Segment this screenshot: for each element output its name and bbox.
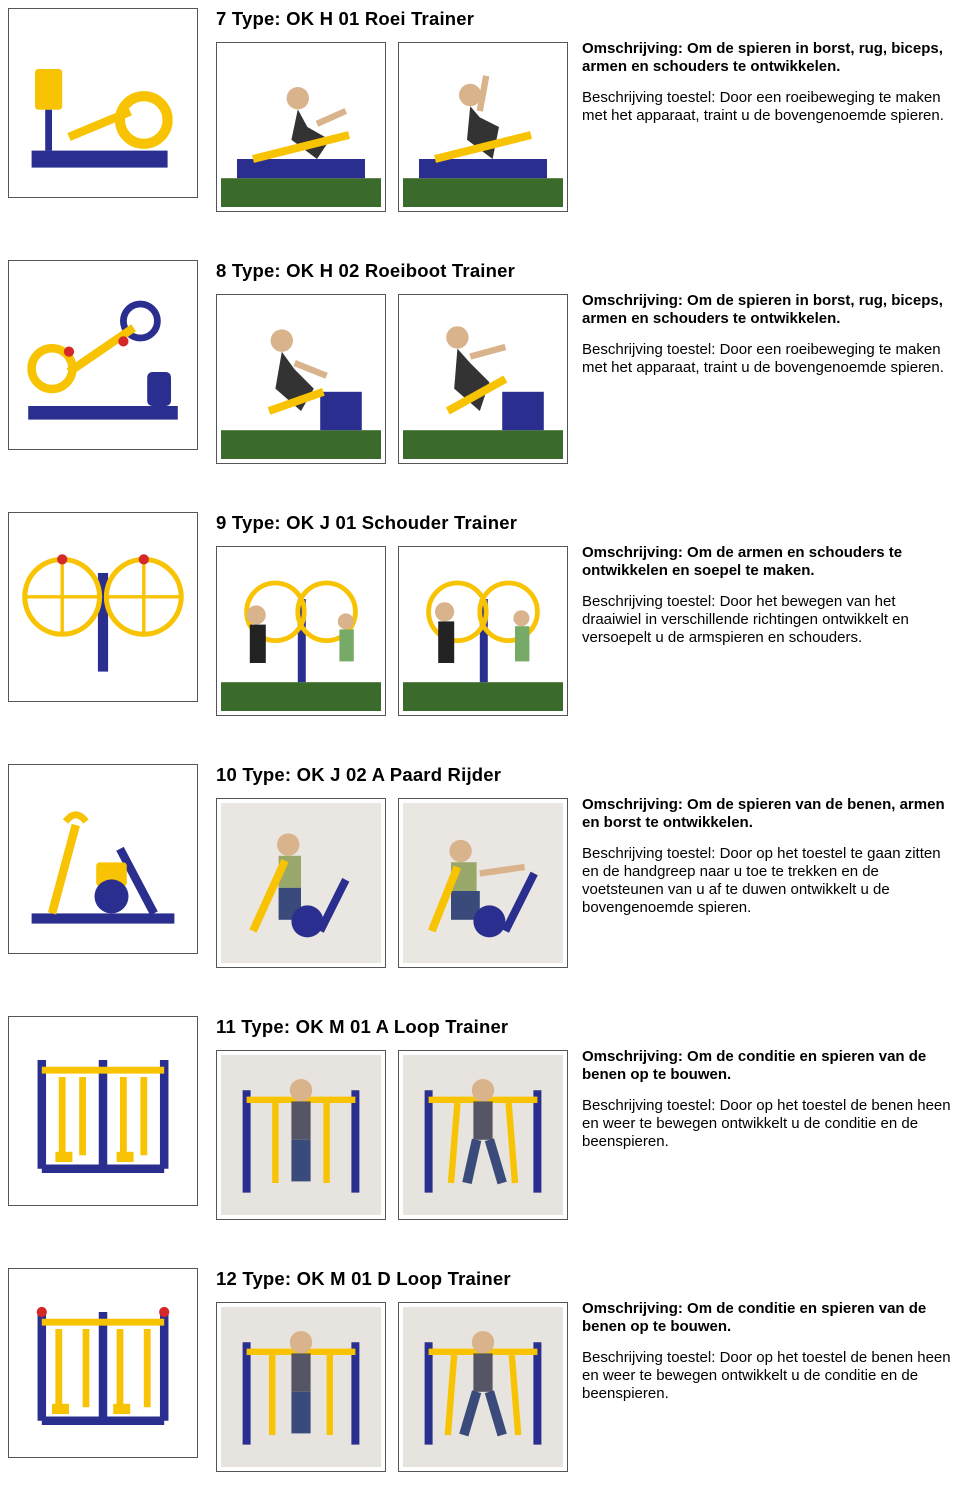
- demo-image: [216, 294, 386, 464]
- mid-column: 10 Type: OK J 02 A Paard Rijder: [216, 764, 568, 968]
- demo-image: [398, 546, 568, 716]
- demo-image: [216, 42, 386, 212]
- demo-image: [398, 1302, 568, 1472]
- equipment-icon: [18, 1278, 188, 1448]
- beschrijving: Beschrijving toestel: Door op het toeste…: [582, 1349, 952, 1404]
- demo-image: [216, 546, 386, 716]
- text-column: Omschrijving: Om de spieren van de benen…: [582, 764, 952, 918]
- catalog-item: 8 Type: OK H 02 Roeiboot Trainer Omschri…: [8, 260, 952, 464]
- beschrijving: Beschrijving toestel: Door een roeibeweg…: [582, 341, 952, 378]
- mid-column: 8 Type: OK H 02 Roeiboot Trainer: [216, 260, 568, 464]
- omschrijving: Omschrijving: Om de armen en schouders t…: [582, 544, 952, 581]
- beschrijving: Beschrijving toestel: Door een roeibeweg…: [582, 89, 952, 126]
- text-column: Omschrijving: Om de conditie en spieren …: [582, 1268, 952, 1403]
- omschrijving: Omschrijving: Om de conditie en spieren …: [582, 1048, 952, 1085]
- equipment-icon: [18, 270, 188, 440]
- demo-row: [216, 294, 568, 464]
- omschrijving: Omschrijving: Om de spieren in borst, ru…: [582, 292, 952, 329]
- catalog-item: 12 Type: OK M 01 D Loop Trainer Omschrij…: [8, 1268, 952, 1472]
- catalog-item: 7 Type: OK H 01 Roei Trainer Omschrijvin…: [8, 8, 952, 212]
- mid-column: 12 Type: OK M 01 D Loop Trainer: [216, 1268, 568, 1472]
- beschrijving: Beschrijving toestel: Door het bewegen v…: [582, 593, 952, 648]
- demo-row: [216, 798, 568, 968]
- demo-image: [216, 1050, 386, 1220]
- demo-image: [216, 798, 386, 968]
- omschrijving: Omschrijving: Om de spieren van de benen…: [582, 796, 952, 833]
- catalog-item: 9 Type: OK J 01 Schouder Trainer Omschri…: [8, 512, 952, 716]
- demo-image: [398, 1050, 568, 1220]
- demo-image: [398, 42, 568, 212]
- hero-image: [8, 1016, 198, 1206]
- text-column: Omschrijving: Om de spieren in borst, ru…: [582, 8, 952, 125]
- demo-image: [398, 798, 568, 968]
- item-title: 11 Type: OK M 01 A Loop Trainer: [216, 1016, 568, 1038]
- hero-image: [8, 260, 198, 450]
- hero-image: [8, 764, 198, 954]
- text-column: Omschrijving: Om de spieren in borst, ru…: [582, 260, 952, 377]
- equipment-icon: [18, 1026, 188, 1196]
- omschrijving: Omschrijving: Om de spieren in borst, ru…: [582, 40, 952, 77]
- text-column: Omschrijving: Om de conditie en spieren …: [582, 1016, 952, 1151]
- catalog-item: 11 Type: OK M 01 A Loop Trainer Omschrij…: [8, 1016, 952, 1220]
- demo-row: [216, 546, 568, 716]
- catalog-item: 10 Type: OK J 02 A Paard Rijder Omschrij…: [8, 764, 952, 968]
- hero-image: [8, 512, 198, 702]
- text-column: Omschrijving: Om de armen en schouders t…: [582, 512, 952, 647]
- mid-column: 9 Type: OK J 01 Schouder Trainer: [216, 512, 568, 716]
- beschrijving: Beschrijving toestel: Door op het toeste…: [582, 1097, 952, 1152]
- item-title: 7 Type: OK H 01 Roei Trainer: [216, 8, 568, 30]
- item-title: 12 Type: OK M 01 D Loop Trainer: [216, 1268, 568, 1290]
- equipment-icon: [18, 774, 188, 944]
- hero-image: [8, 8, 198, 198]
- item-title: 8 Type: OK H 02 Roeiboot Trainer: [216, 260, 568, 282]
- beschrijving: Beschrijving toestel: Door op het toeste…: [582, 845, 952, 918]
- omschrijving: Omschrijving: Om de conditie en spieren …: [582, 1300, 952, 1337]
- item-title: 9 Type: OK J 01 Schouder Trainer: [216, 512, 568, 534]
- hero-image: [8, 1268, 198, 1458]
- equipment-icon: [18, 18, 188, 188]
- demo-row: [216, 42, 568, 212]
- demo-image: [216, 1302, 386, 1472]
- demo-row: [216, 1050, 568, 1220]
- mid-column: 11 Type: OK M 01 A Loop Trainer: [216, 1016, 568, 1220]
- item-title: 10 Type: OK J 02 A Paard Rijder: [216, 764, 568, 786]
- demo-image: [398, 294, 568, 464]
- demo-row: [216, 1302, 568, 1472]
- mid-column: 7 Type: OK H 01 Roei Trainer: [216, 8, 568, 212]
- equipment-icon: [18, 522, 188, 692]
